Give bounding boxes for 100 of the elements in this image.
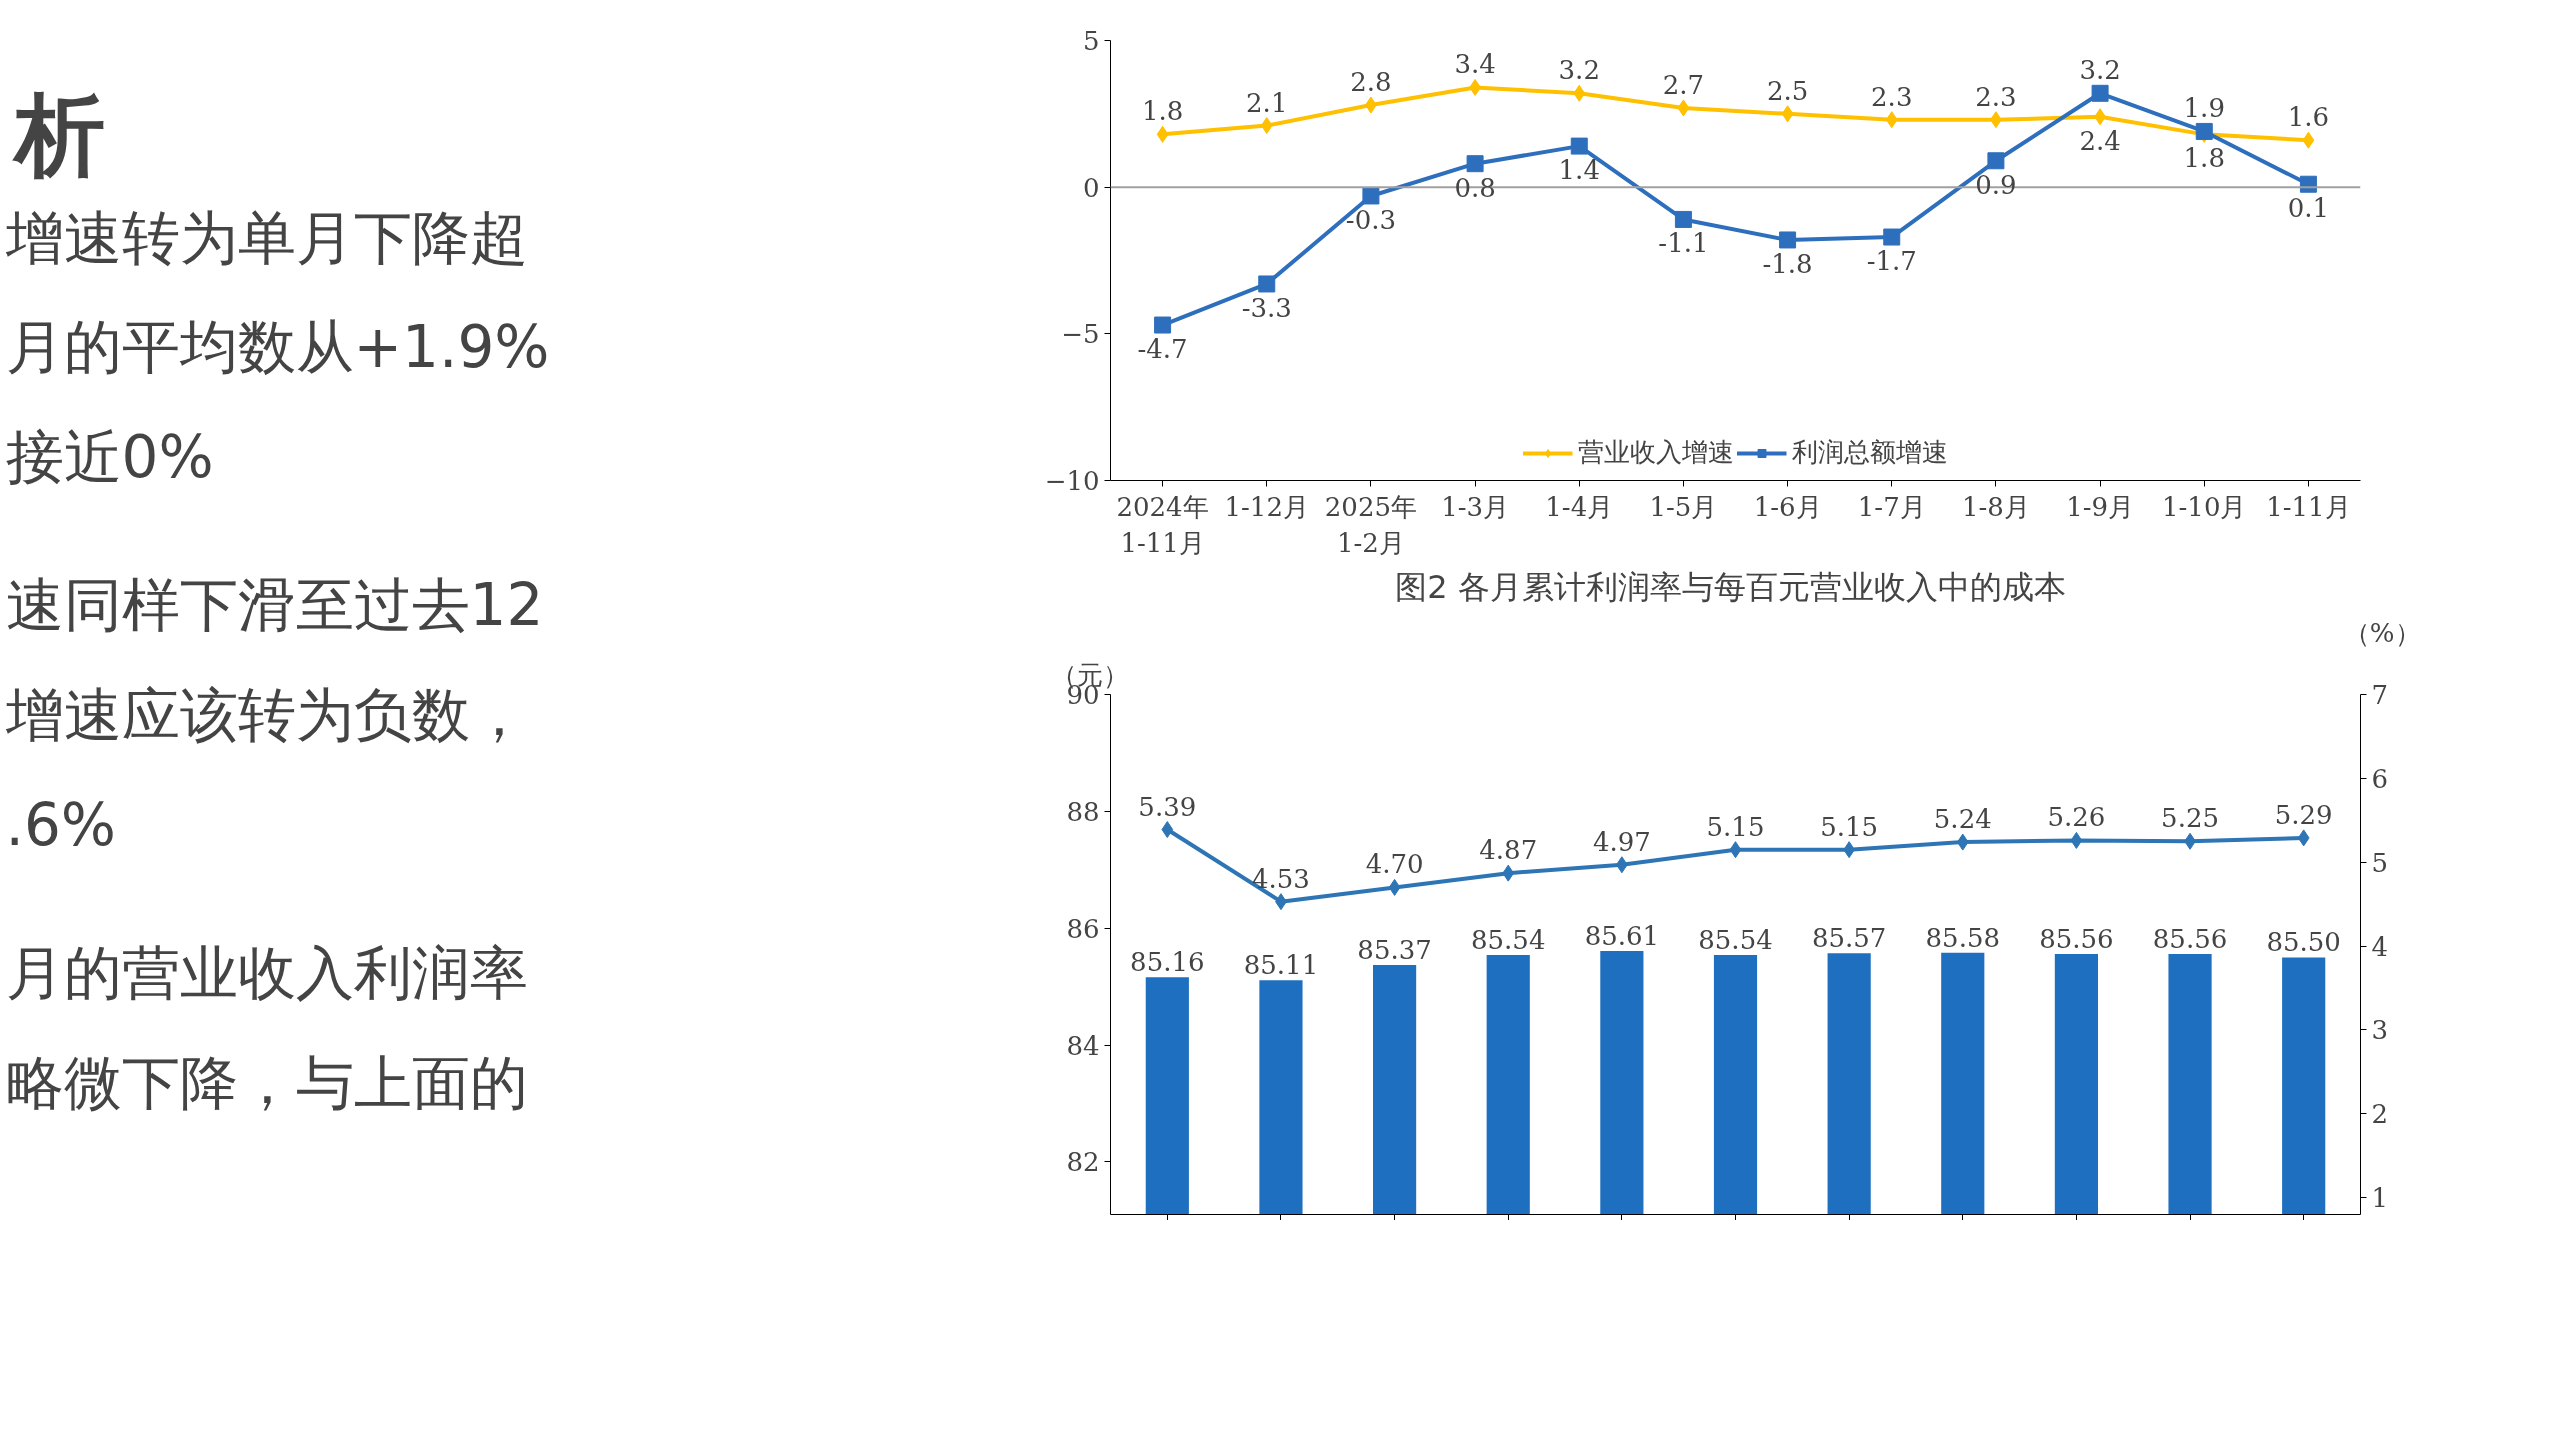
data-label: 5.39 xyxy=(1138,791,1197,822)
point xyxy=(1885,111,1898,129)
data-label: 2.8 xyxy=(1350,67,1392,98)
text: 析 xyxy=(12,82,106,187)
x-tick-label: 1-7月 xyxy=(1857,491,1926,522)
point xyxy=(1154,316,1172,334)
data-label: 1.6 xyxy=(2287,102,2330,133)
point xyxy=(1677,99,1690,117)
data-label: 85.56 xyxy=(2152,923,2228,954)
data-label: 2.3 xyxy=(1871,81,1913,112)
point xyxy=(2297,829,2310,847)
point xyxy=(1573,84,1586,102)
y2-axis-title: （%） xyxy=(2343,617,2421,648)
y-tick-label: 86 xyxy=(1066,913,1100,944)
data-label: 3.4 xyxy=(1454,49,1496,80)
data-label: 1.8 xyxy=(2183,143,2225,174)
point xyxy=(1161,821,1174,839)
y2-tick-label: 1 xyxy=(2371,1183,2389,1214)
point xyxy=(1729,841,1742,859)
y-tick-label: 88 xyxy=(1066,796,1100,827)
point xyxy=(1779,231,1797,249)
data-label: 85.37 xyxy=(1357,935,1432,966)
text: 月的营业收入利润率 xyxy=(5,939,528,1007)
data-label: 5.26 xyxy=(2047,802,2106,833)
y2-tick-label: 2 xyxy=(2371,1099,2389,1130)
data-label: 4.87 xyxy=(1479,835,1538,866)
y-tick-label: 84 xyxy=(1066,1030,1100,1061)
data-label: 0.8 xyxy=(1454,172,1496,203)
y-tick-label: 5 xyxy=(1082,26,1100,56)
text: 速同样下滑至过去12 xyxy=(5,571,544,640)
data-label: 3.2 xyxy=(1558,55,1600,86)
x-tick-label: 1-12月 xyxy=(1224,491,1309,522)
x-tick-label: 2024年 1-11月 xyxy=(1116,491,1209,558)
x-tick-label: 1-11月 xyxy=(2266,491,2351,522)
x-tick-label: 1-9月 xyxy=(2066,491,2135,522)
y-tick-label: 82 xyxy=(1066,1147,1100,1178)
point xyxy=(2302,131,2315,149)
y2-tick-label: 7 xyxy=(2371,680,2389,710)
data-label: 4.70 xyxy=(1365,849,1424,880)
point xyxy=(1156,125,1169,143)
text: 略微下降，与上面的 xyxy=(5,1048,528,1117)
data-label: 2.4 xyxy=(2079,125,2121,156)
text: 接近0% xyxy=(5,423,214,491)
x-tick-label: 1-3月 xyxy=(1441,491,1510,522)
data-label: -1.7 xyxy=(1866,246,1917,277)
x-tick-label: 1-8月 xyxy=(1961,491,2030,522)
data-label: -1.8 xyxy=(1762,248,1813,279)
data-label: 2.3 xyxy=(1975,81,2017,112)
data-label: 1.9 xyxy=(2183,93,2225,124)
text: .6% xyxy=(5,790,116,859)
data-label: 2.7 xyxy=(1662,69,1705,100)
data-label: 5.25 xyxy=(2161,803,2219,834)
data-label: 85.58 xyxy=(1925,922,2000,953)
data-label: 0.1 xyxy=(2287,193,2330,224)
y-tick-label: −5 xyxy=(1061,319,1100,350)
x-tick-label: 1-10月 xyxy=(2162,491,2247,522)
data-label: 5.24 xyxy=(1933,804,1992,835)
y-tick-label: 0 xyxy=(1082,172,1100,203)
data-label: 85.61 xyxy=(1584,920,1660,951)
y2-tick-label: 5 xyxy=(2371,847,2389,878)
data-label: 0.9 xyxy=(1975,169,2017,200)
data-label: 2.5 xyxy=(1766,75,1809,106)
x-tick-label: 1-4月 xyxy=(1545,491,1614,522)
y-tick-label: −10 xyxy=(1044,466,1100,496)
point xyxy=(2070,831,2083,849)
y2-tick-label: 6 xyxy=(2371,763,2389,794)
data-label: 5.29 xyxy=(2274,799,2333,830)
point xyxy=(1258,275,1276,293)
legend-label: 利润总额增速 xyxy=(1791,436,1948,469)
y2-tick-label: 4 xyxy=(2371,931,2389,962)
point xyxy=(1956,833,1969,851)
point xyxy=(1388,878,1401,896)
point xyxy=(2091,84,2109,102)
chart-title: 图2 各月累计利润率与每百元营业收入中的成本 xyxy=(1395,567,2066,606)
data-label: -1.1 xyxy=(1658,228,1709,259)
x-tick-label: 1-6月 xyxy=(1753,491,1822,522)
data-label: 4.53 xyxy=(1252,863,1310,894)
point xyxy=(1781,105,1794,123)
data-label: 85.54 xyxy=(1471,925,1546,956)
data-label: -0.3 xyxy=(1345,204,1396,235)
point xyxy=(1883,228,1901,246)
point xyxy=(1502,864,1515,882)
data-label: 85.56 xyxy=(2039,923,2114,954)
data-label: 5.15 xyxy=(1820,811,1879,842)
point xyxy=(1987,152,2005,170)
data-label: 85.50 xyxy=(2266,927,2341,958)
point xyxy=(1362,187,1380,205)
text: 月的平均数从+1.9% xyxy=(5,313,550,382)
data-label: 5.15 xyxy=(1706,811,1765,842)
point xyxy=(1466,155,1484,173)
x-tick-label: 2025年 1-2月 xyxy=(1324,491,1417,558)
data-label: 1.8 xyxy=(1141,96,1184,127)
data-label: 3.2 xyxy=(2079,55,2121,86)
x-tick-label: 1-5月 xyxy=(1649,491,1718,522)
data-label: -4.7 xyxy=(1137,334,1188,365)
point xyxy=(1570,137,1588,155)
data-label: 2.1 xyxy=(1246,87,1288,118)
data-label: 85.57 xyxy=(1811,923,1887,954)
point xyxy=(1260,117,1273,135)
y2-tick-label: 3 xyxy=(2371,1015,2389,1046)
